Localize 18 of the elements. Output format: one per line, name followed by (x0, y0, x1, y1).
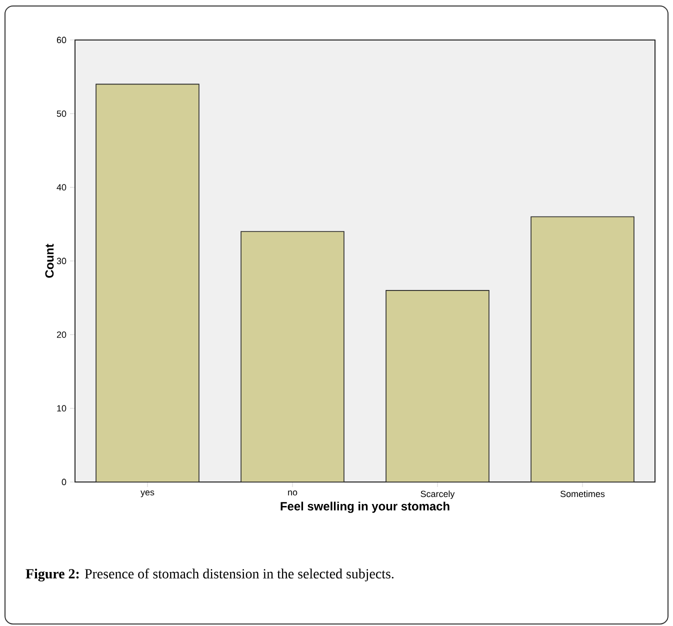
x-tick-label: yes (140, 490, 154, 498)
bar (386, 290, 490, 482)
y-tick-label: 50 (56, 110, 66, 117)
y-axis-title: Count (45, 244, 54, 278)
y-tick-label: 0 (62, 478, 66, 486)
x-axis-title: Feel swelling in your stomach (280, 502, 450, 513)
x-tick-label: Sometimes (560, 490, 605, 498)
y-tick-label: 30 (56, 258, 66, 264)
bar (96, 84, 199, 482)
bar (240, 231, 344, 482)
text: Figure 2: Presence of stomach distension in the selected subjects. (26, 568, 394, 582)
x-tick-label: Scarcely (420, 490, 455, 499)
y-tick-label: 10 (57, 405, 66, 412)
y-tick-label: 20 (56, 331, 66, 338)
bar (530, 216, 634, 482)
y-tick-label: 40 (56, 184, 66, 190)
y-tick-label: 60 (56, 36, 66, 44)
x-tick-label: no (288, 490, 298, 496)
